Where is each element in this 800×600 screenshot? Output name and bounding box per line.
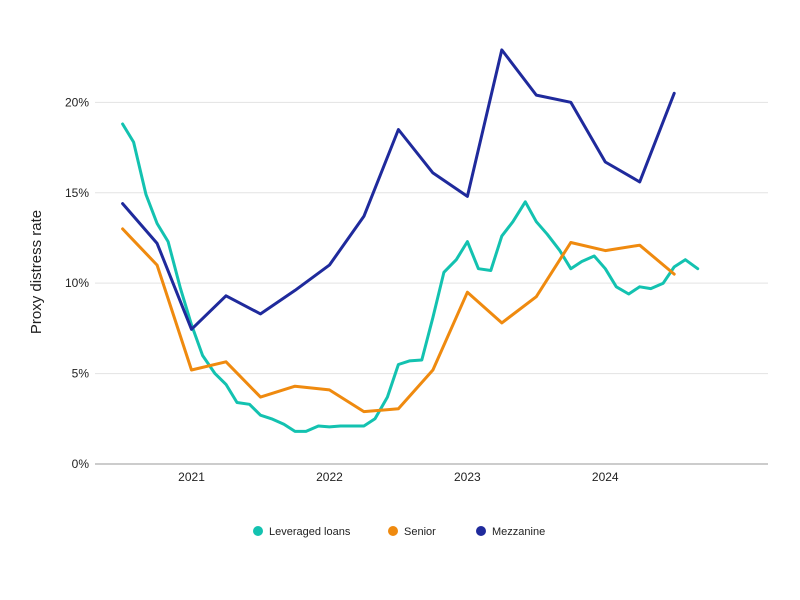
legend-marker: [476, 526, 486, 536]
series-line-mezzanine: [121, 48, 676, 331]
legend: Leveraged loans Senior Mezzanine: [253, 526, 545, 538]
legend-marker: [388, 526, 398, 536]
legend-item: Senior: [388, 526, 436, 538]
x-tick-label: 2023: [454, 470, 481, 484]
x-axis-ticks: 2021 2022 2023 2024: [178, 470, 619, 484]
series-line-leveraged-loans: [121, 122, 700, 433]
y-tick-label: 15%: [65, 186, 89, 200]
x-tick-label: 2022: [316, 470, 343, 484]
y-tick-label: 5%: [72, 367, 90, 381]
legend-label: Senior: [404, 526, 436, 538]
legend-label: Mezzanine: [492, 526, 545, 538]
y-tick-label: 0%: [72, 457, 90, 471]
x-tick-label: 2021: [178, 470, 205, 484]
x-tick-label: 2024: [592, 470, 619, 484]
legend-item: Leveraged loans: [253, 526, 351, 538]
series-lines: [121, 48, 700, 433]
legend-label: Leveraged loans: [269, 526, 351, 538]
y-tick-label: 10%: [65, 276, 89, 290]
series-line-senior: [121, 227, 676, 414]
y-axis-label: Proxy distress rate: [28, 210, 45, 334]
y-axis-ticks: 0% 5% 10% 15% 20%: [65, 95, 89, 471]
legend-marker: [253, 526, 263, 536]
y-tick-label: 20%: [65, 95, 89, 109]
legend-item: Mezzanine: [476, 526, 545, 538]
